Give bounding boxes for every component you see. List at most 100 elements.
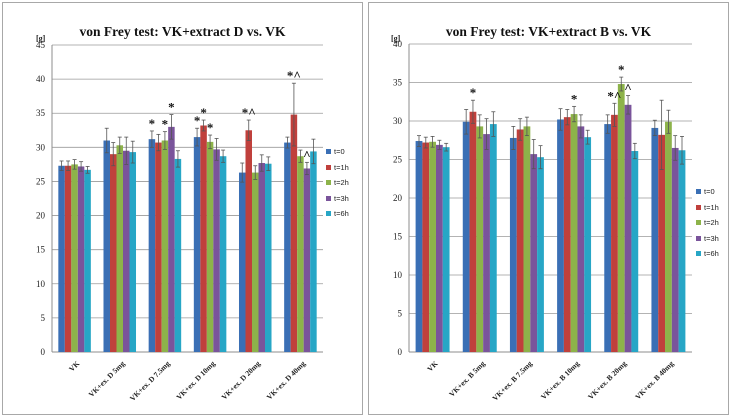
bar (310, 151, 317, 352)
significance-marker: ^ (624, 81, 632, 96)
significance-marker: * (149, 116, 156, 131)
legend-swatch (696, 251, 701, 257)
bar-chart-right: 0 5 10 15 20 25 30 35 40 VK VK+ex. B 5mg VK+ex. B 7… (393, 39, 692, 403)
legend-item: t=2h (326, 175, 349, 191)
bar (238, 172, 246, 352)
bar (651, 127, 659, 353)
bar (577, 126, 585, 352)
bar (161, 140, 169, 352)
bar (64, 165, 72, 352)
bar (251, 172, 259, 352)
bar (129, 152, 137, 352)
bar (303, 168, 311, 352)
bar (435, 144, 443, 352)
bar (174, 158, 182, 352)
legend-label: t=2h (704, 218, 719, 228)
bar (245, 130, 252, 352)
bar (284, 142, 291, 352)
bar (611, 114, 618, 352)
bar (570, 114, 578, 352)
legend-item: t=1h (696, 200, 719, 216)
chart-legend: t=0 t=1h t=2h t=3h t=6h (696, 184, 719, 262)
chart-title: von Frey test: VK+extract D vs. VK (79, 24, 286, 39)
legend-item: t=3h (696, 231, 719, 247)
x-tick-label: VK+ex. B 20mg (586, 359, 628, 401)
x-tick-label: VK+ex. B 7.5mg (490, 359, 534, 403)
significance-marker: * (571, 91, 578, 106)
y-tick-label: 15 (36, 245, 46, 255)
x-tick-label: VK+ex. D 20mg (220, 359, 263, 402)
bar (563, 117, 571, 353)
legend-swatch (326, 164, 331, 170)
bar (200, 125, 207, 352)
x-tick-label: VK+ex. D 5mg (87, 359, 127, 399)
bar (71, 164, 78, 352)
legend-swatch (326, 211, 331, 217)
bar (665, 121, 672, 353)
y-axis-unit: [g] (391, 34, 401, 43)
bar (297, 156, 304, 352)
bar (103, 140, 110, 352)
y-tick-label: 15 (393, 232, 403, 242)
x-tick-label: VK+ex. B 5mg (447, 359, 487, 399)
legend-label: t=6h (704, 249, 719, 259)
legend-item: t=3h (326, 191, 349, 207)
y-tick-label: 35 (393, 78, 403, 88)
bar (584, 137, 592, 352)
bar (671, 147, 679, 352)
legend-label: t=1h (704, 202, 719, 212)
y-tick-label: 0 (41, 347, 46, 357)
legend-swatch (696, 189, 701, 195)
bar (77, 166, 85, 352)
legend-item: t=6h (326, 206, 349, 222)
bar (415, 141, 423, 352)
chart-title: von Frey test: VK+extract B vs. VK (445, 24, 652, 39)
x-tick-label: VK+ex. B 10mg (539, 359, 581, 401)
legend-swatch (326, 180, 331, 186)
bar (148, 139, 156, 352)
legend-swatch (696, 220, 701, 226)
bar (219, 156, 227, 352)
bar (109, 154, 117, 352)
x-tick-label: VK+ex. D 40mg (265, 359, 308, 402)
bar (483, 134, 490, 352)
bar (530, 154, 538, 352)
significance-marker: * (194, 113, 201, 128)
bar (265, 163, 272, 352)
legend-label: t=6h (334, 209, 349, 219)
legend-swatch (696, 204, 701, 210)
bar (462, 121, 470, 353)
bar (290, 114, 298, 352)
y-tick-label: 40 (393, 39, 403, 49)
y-tick-label: 25 (36, 176, 46, 186)
x-tick-label: VK+ex. D 10mg (174, 359, 217, 402)
x-tick-label: VK+ex. B 40mg (633, 359, 675, 401)
y-axis-unit: [g] (36, 34, 46, 43)
x-tick-label: VK+ex. D 7.5mg (128, 359, 172, 403)
bar (123, 150, 130, 352)
bar (537, 157, 544, 352)
legend-label: t=2h (334, 178, 349, 188)
y-tick-label: 20 (393, 193, 403, 203)
significance-marker: * (207, 120, 214, 135)
significance-marker: * (618, 62, 625, 77)
bar (489, 124, 497, 352)
x-tick-label: VK (425, 359, 439, 373)
bar (155, 142, 162, 352)
y-tick-label: 25 (393, 155, 403, 165)
legend-label: t=1h (334, 162, 349, 172)
chart-legend: t=0 t=1h t=2h t=3h t=6h (326, 144, 349, 222)
legend-item: t=2h (696, 215, 719, 231)
y-tick-label: 0 (398, 347, 403, 357)
bar (58, 165, 65, 352)
bar (442, 147, 450, 352)
y-tick-label: 30 (393, 116, 403, 126)
bar (509, 137, 517, 352)
y-tick-label: 5 (41, 313, 46, 323)
legend-swatch (326, 195, 331, 201)
bar (258, 163, 266, 352)
bar (469, 111, 477, 352)
bar (116, 145, 124, 352)
significance-marker: *^ (287, 68, 301, 83)
